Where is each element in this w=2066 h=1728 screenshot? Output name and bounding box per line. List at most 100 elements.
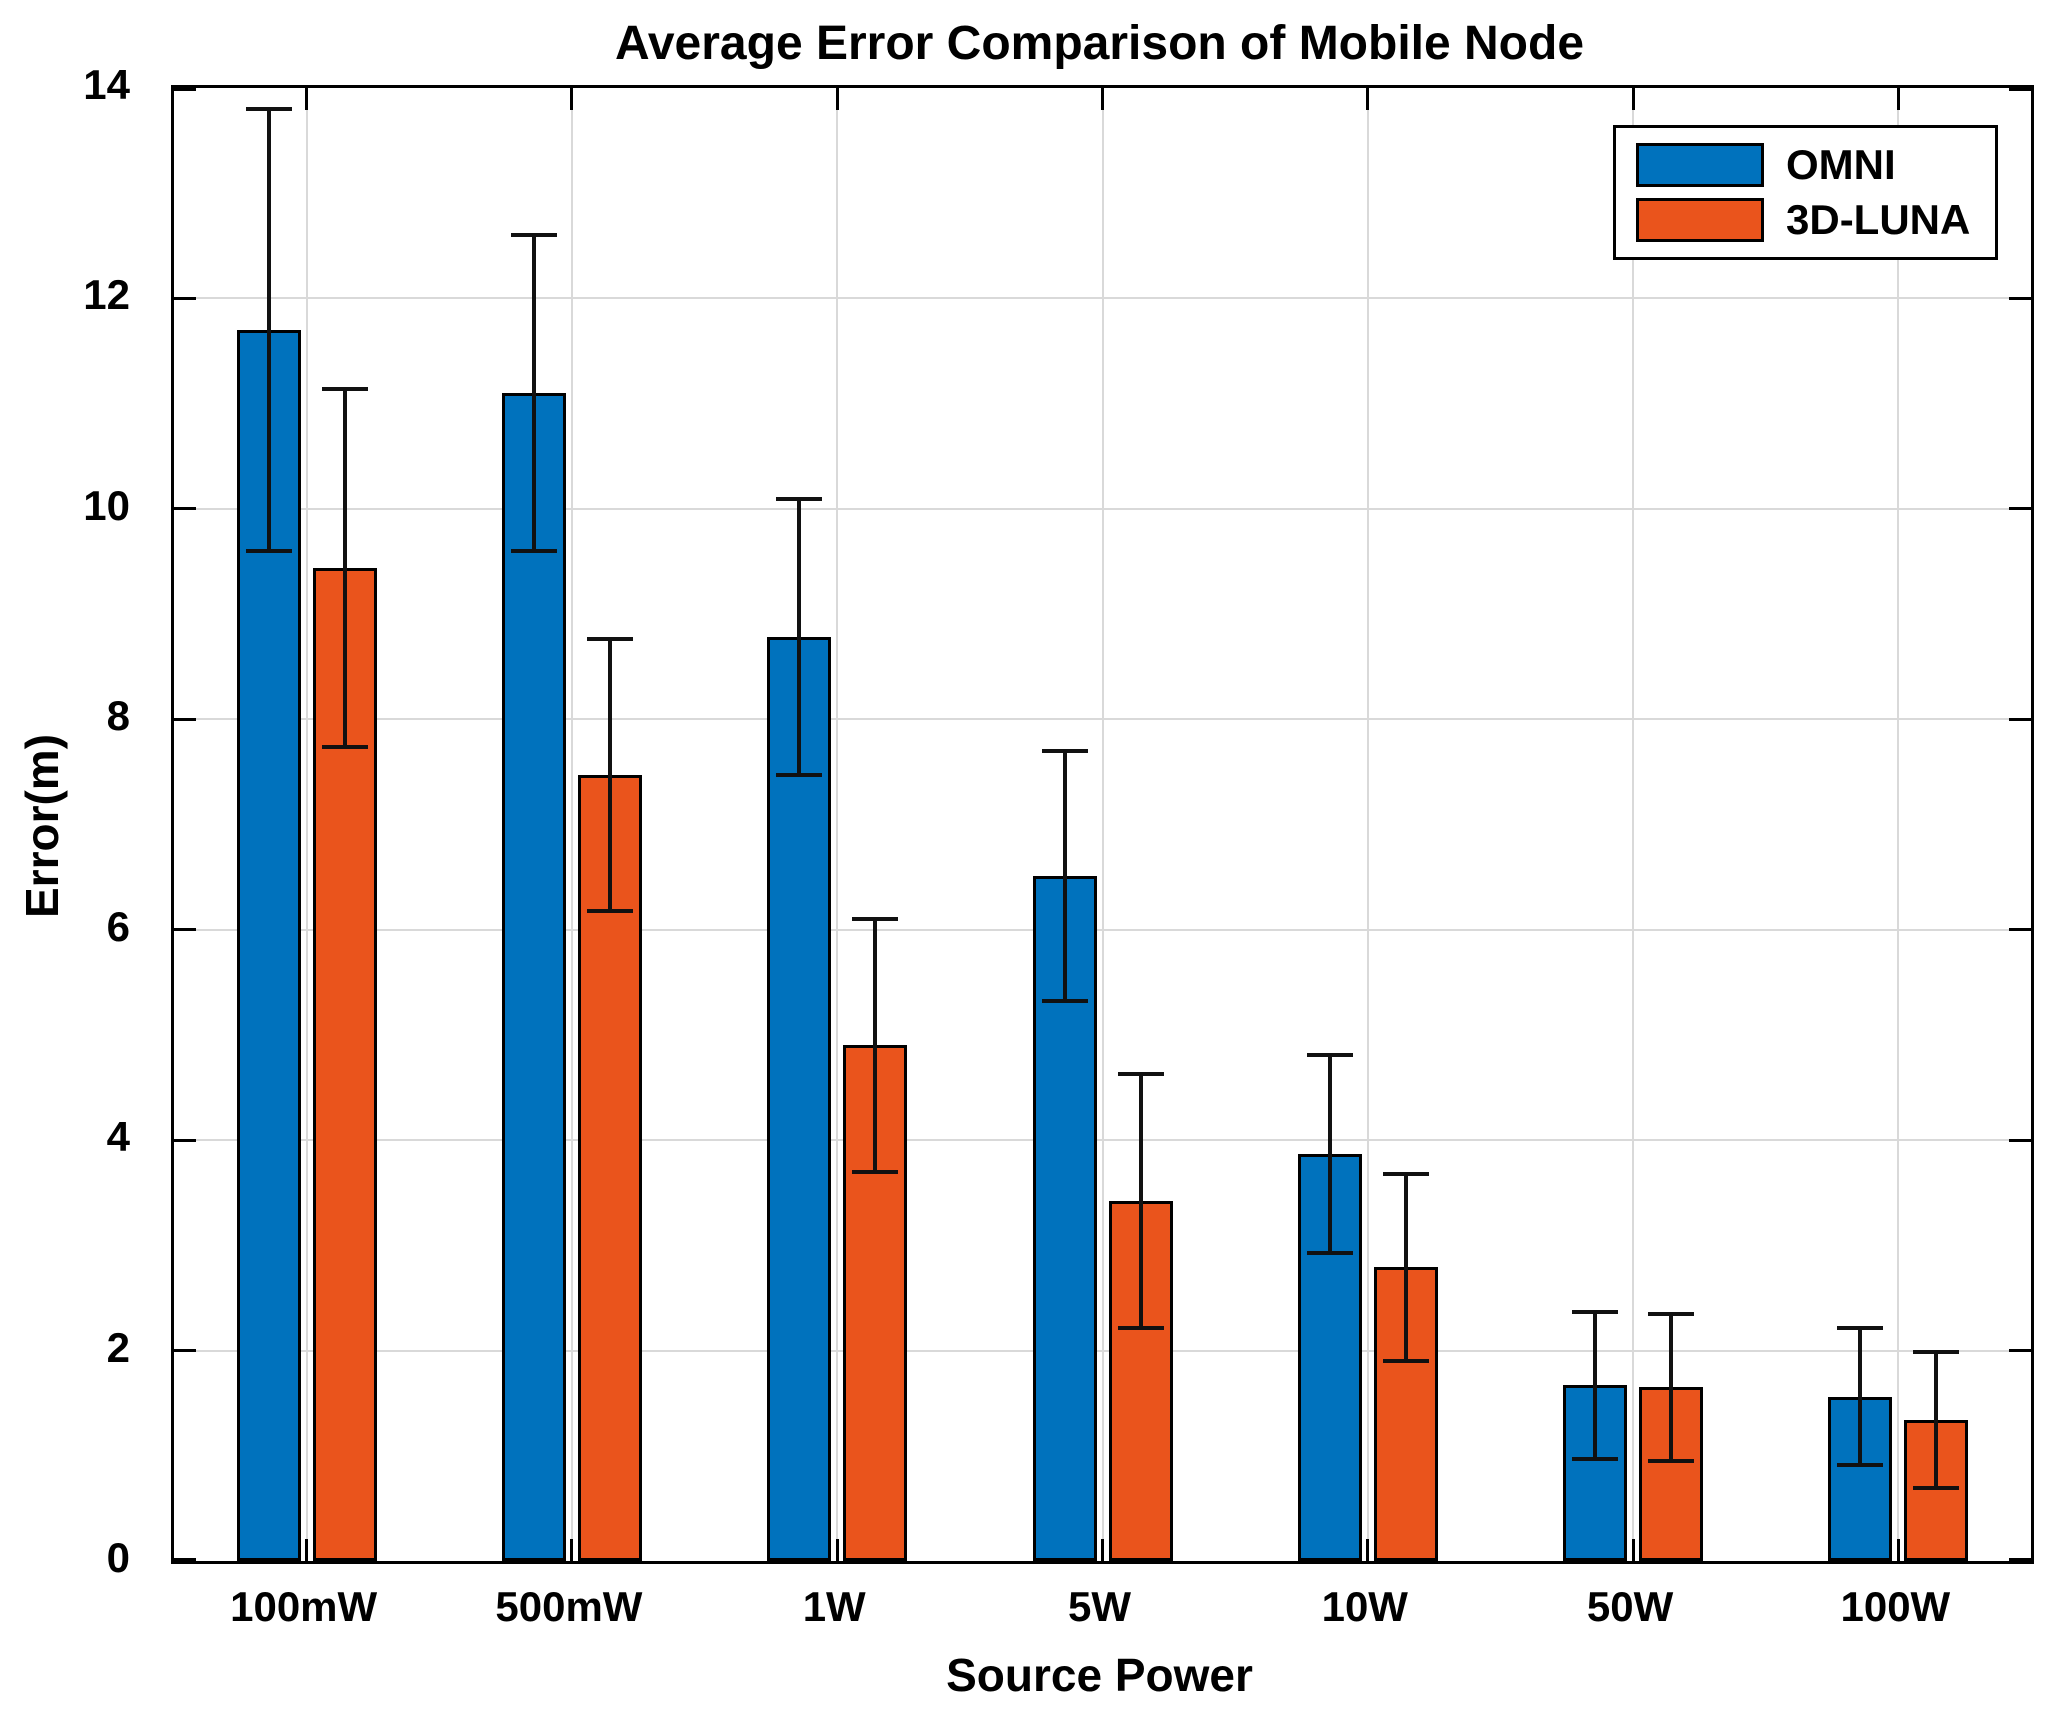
error-cap-bottom [1913,1486,1960,1491]
legend-item-3d-luna: 3D-LUNA [1636,198,1995,242]
error-bar-omni-5W [1062,750,1067,1002]
y-tick [2009,1349,2031,1353]
error-bar-omni-1W [797,499,802,776]
x-tick [835,88,839,110]
x-tick [570,88,574,110]
y-tick [2009,296,2031,300]
grid-line [1632,88,1635,1561]
y-tick [2009,507,2031,511]
y-tick [174,1138,196,1142]
x-tick [1366,88,1370,110]
x-tick-label: 100W [1840,1583,1951,1630]
error-bar-3d-luna-10W [1403,1173,1408,1362]
error-bar-omni-500mW [531,235,536,551]
error-cap-top [852,917,899,922]
y-tick-label: 8 [106,692,130,740]
x-tick [1631,88,1635,110]
error-bar-3d-luna-100W [1934,1351,1939,1489]
y-tick-label: 6 [106,902,130,950]
error-cap-top [1572,1309,1619,1314]
grid-line [836,88,839,1561]
error-cap-bottom [1382,1359,1429,1364]
x-tick [1896,88,1900,110]
y-tick [2009,1558,2031,1561]
legend: OMNI 3D-LUNA [1613,125,1998,260]
y-tick-label: 4 [106,1113,130,1161]
x-tick [1101,1539,1104,1561]
x-tick-label: 10W [1321,1583,1408,1630]
error-cap-top [776,497,823,502]
error-cap-top [1913,1349,1960,1354]
y-tick [174,928,196,932]
y-tick [174,296,196,300]
x-tick-label: 500mW [495,1583,643,1630]
y-tick [2009,1138,2031,1142]
error-cap-top [510,233,557,238]
error-cap-bottom [776,773,823,778]
y-tick-label: 14 [83,61,130,108]
error-cap-bottom [1837,1463,1884,1468]
y-tick [174,1349,196,1353]
plot-area: OMNI 3D-LUNA [171,85,2034,1564]
error-cap-bottom [1041,999,1088,1004]
y-tick [174,717,196,721]
error-bar-omni-10W [1327,1054,1332,1253]
error-cap-bottom [245,548,292,553]
error-bar-omni-100mW [266,109,271,551]
error-cap-bottom [1648,1459,1695,1464]
error-bar-omni-50W [1593,1311,1598,1459]
y-tick [174,1558,196,1561]
error-cap-top [1117,1071,1164,1076]
error-bar-3d-luna-50W [1669,1313,1674,1462]
legend-swatch-3d-luna [1636,198,1764,242]
x-tick [1366,1539,1370,1561]
x-tick [1896,1539,1900,1561]
legend-label-omni: OMNI [1786,141,1896,188]
error-cap-top [586,637,633,642]
x-tick [1631,1539,1635,1561]
x-tick [305,1539,309,1561]
error-cap-top [1041,748,1088,753]
error-bar-3d-luna-500mW [607,639,612,911]
y-tick-label: 12 [83,271,130,319]
x-tick-label: 50W [1586,1583,1674,1630]
x-tick [835,1539,839,1561]
error-cap-bottom [852,1169,899,1174]
bar-3d-luna-100W [1904,1420,1969,1561]
chart-title: Average Error Comparison of Mobile Node [614,17,1585,70]
error-bar-3d-luna-1W [873,919,878,1172]
error-bar-omni-100W [1858,1328,1863,1466]
legend-swatch-omni [1636,143,1764,187]
error-cap-top [321,386,368,391]
error-cap-top [1382,1171,1429,1176]
legend-item-omni: OMNI [1636,143,1995,187]
grid-line [1366,88,1369,1561]
y-tick [2009,928,2031,932]
error-cap-top [1648,1311,1695,1316]
y-tick [2009,88,2031,91]
y-tick-label: 2 [106,1323,130,1371]
y-tick-label: 0 [106,1534,130,1581]
bar-omni-1W [767,637,832,1561]
error-cap-top [1837,1326,1884,1331]
x-tick-label: 5W [1068,1583,1131,1630]
y-tick [174,88,196,91]
y-tick [174,507,196,511]
error-cap-bottom [586,908,633,913]
error-cap-bottom [321,744,368,749]
bar-omni-500mW [501,393,566,1561]
y-axis-label: Error(m) [16,733,68,919]
x-tick [305,88,309,110]
error-bar-3d-luna-5W [1138,1073,1143,1329]
grid-line [570,88,573,1561]
error-cap-top [245,107,292,112]
y-tick-label: 10 [83,481,130,529]
error-cap-bottom [510,548,557,553]
x-tick [1101,88,1104,110]
legend-label-3d-luna: 3D-LUNA [1786,196,1971,243]
y-tick [2009,717,2031,721]
x-tick [570,1539,574,1561]
error-bar-3d-luna-100mW [342,388,347,747]
error-cap-top [1306,1052,1353,1057]
